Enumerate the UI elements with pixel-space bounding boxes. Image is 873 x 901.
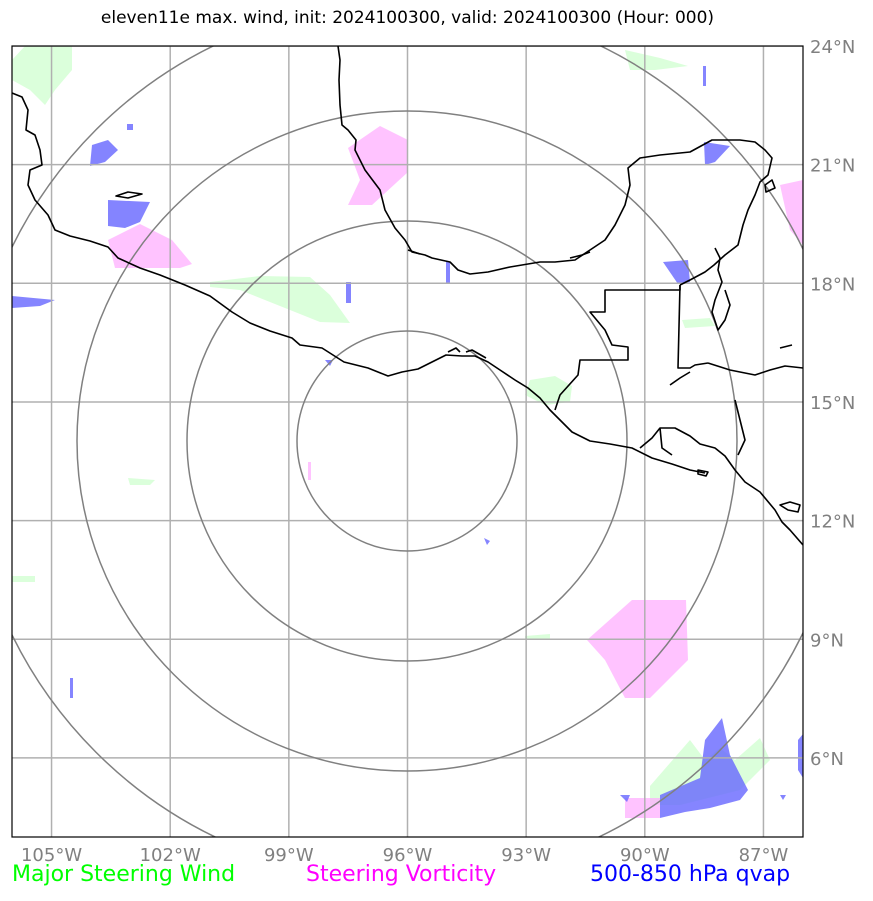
lat-tick-label: 12°N [810, 512, 855, 533]
central-america-pacific [639, 427, 803, 546]
plot-frame [11, 45, 804, 838]
lon-tick-label: 102°W [140, 845, 201, 866]
lat-tick-label: 24°N [810, 37, 855, 58]
range-ring-1 [296, 330, 518, 552]
honduras-coast [707, 362, 803, 376]
longitude-labels: 105°W 102°W 99°W 96°W 93°W 90°W 87°W [21, 845, 789, 866]
range-ring-3 [76, 110, 738, 772]
lon-tick-label: 93°W [501, 845, 551, 866]
cuba-tip [764, 179, 776, 193]
lat-tick-label: 18°N [810, 274, 855, 295]
lon-tick-label: 87°W [739, 845, 789, 866]
costa-rica [779, 501, 801, 513]
lat-tick-label: 21°N [810, 156, 855, 177]
gridlines [12, 46, 803, 837]
lat-tick-label: 15°N [810, 393, 855, 414]
belize-border [677, 284, 709, 369]
lat-tick-label: 9°N [810, 630, 844, 651]
gulf-honduras [711, 247, 731, 331]
lon-tick-label: 90°W [620, 845, 670, 866]
lon-tick-label: 105°W [21, 845, 82, 866]
legend-steering-wind: Major Steering Wind [12, 862, 236, 887]
lagoon [697, 469, 709, 477]
legend-steering-vorticity: Steering Vorticity [306, 862, 497, 887]
nicaragua-border [734, 399, 746, 456]
qvap-regions [12, 66, 803, 818]
lon-tick-label: 96°W [383, 845, 433, 866]
coastlines [12, 46, 803, 546]
map-title: eleven11e max. wind, init: 2024100300, v… [100, 8, 715, 28]
mexico-coast [12, 92, 706, 474]
range-rings [12, 46, 803, 837]
gulf-coast [337, 46, 773, 286]
latitude-labels: 24°N 21°N 18°N 15°N 12°N 9°N 6°N [810, 37, 855, 770]
lon-tick-label: 99°W [264, 845, 314, 866]
range-ring-2 [186, 220, 628, 662]
isthmus-bay [447, 347, 487, 359]
vorticity-regions [108, 126, 803, 818]
legend-qvap: 500-850 hPa qvap [590, 862, 791, 887]
yucatan-islands [115, 191, 793, 386]
lat-tick-label: 6°N [810, 749, 844, 770]
el-salvador [659, 427, 673, 456]
guatemala-border [554, 285, 681, 411]
